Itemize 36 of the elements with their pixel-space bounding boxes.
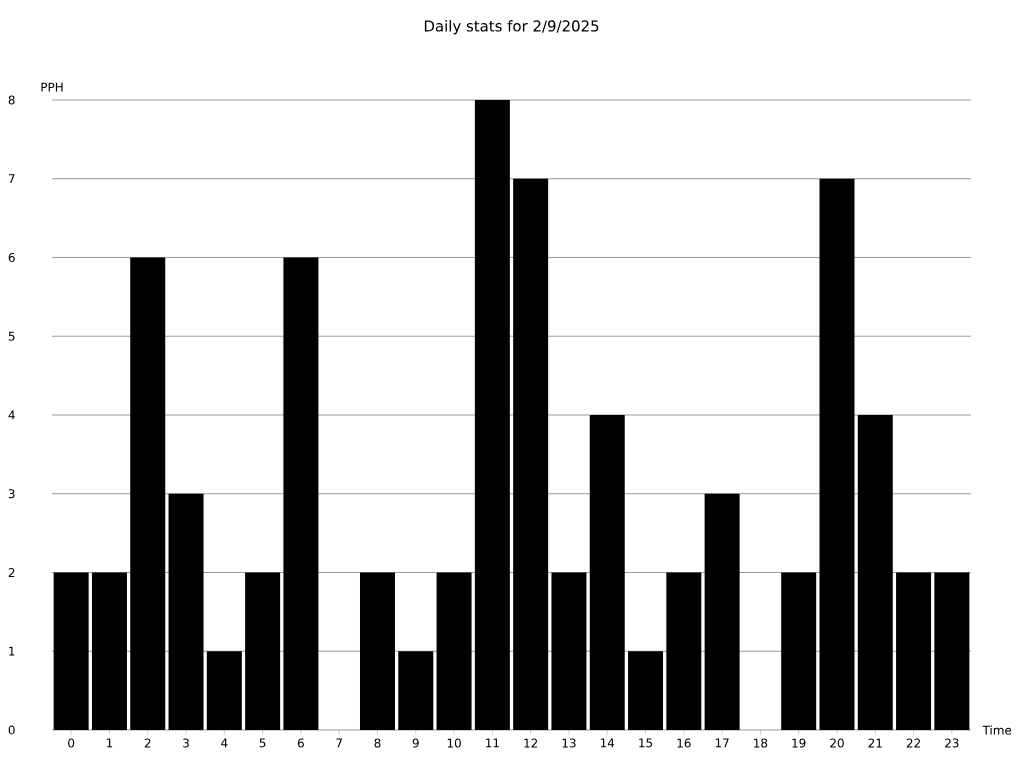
- y-axis-title: PPH: [41, 82, 63, 92]
- x-tick-label: 20: [830, 738, 844, 748]
- x-tick-label: 6: [297, 738, 304, 748]
- x-tick-label: 19: [792, 738, 806, 748]
- y-tick-label: 1: [9, 646, 15, 656]
- x-tick-label: 16: [677, 738, 691, 748]
- x-tick-label: 18: [754, 738, 768, 748]
- x-tick-label: 8: [374, 738, 381, 748]
- x-axis-title: Time: [982, 725, 1012, 735]
- chart-title: Daily stats for 2/9/2025: [424, 20, 599, 35]
- y-tick-label: 8: [8, 95, 15, 105]
- x-tick-label: 21: [868, 738, 882, 748]
- x-tick-label: 10: [447, 738, 461, 748]
- x-tick-label: 5: [259, 738, 266, 748]
- x-tick-label: 17: [715, 738, 729, 748]
- x-tick-label: 2: [144, 738, 151, 748]
- x-tick-label: 22: [906, 738, 920, 748]
- y-tick-label: 0: [8, 725, 15, 735]
- x-tick-label: 15: [639, 738, 653, 748]
- y-tick-label: 3: [8, 489, 15, 499]
- x-tick-label: 11: [486, 738, 499, 748]
- y-tick-label: 2: [8, 568, 15, 577]
- y-tick-label: 6: [8, 252, 15, 263]
- y-tick-label: 7: [8, 174, 15, 184]
- x-tick-label: 23: [945, 738, 959, 748]
- x-tick-label: 13: [562, 738, 576, 748]
- x-tick-label: 0: [68, 738, 75, 748]
- x-tick-label: 1: [106, 738, 113, 748]
- x-tick-label: 12: [524, 738, 538, 748]
- x-tick-label: 7: [336, 738, 342, 748]
- x-tick-label: 14: [600, 738, 615, 748]
- y-tick-label: 5: [8, 331, 15, 341]
- x-tick-label: 9: [412, 738, 419, 748]
- y-tick-label: 4: [8, 410, 15, 420]
- x-tick-label: 4: [221, 738, 228, 748]
- x-tick-label: 3: [183, 738, 189, 748]
